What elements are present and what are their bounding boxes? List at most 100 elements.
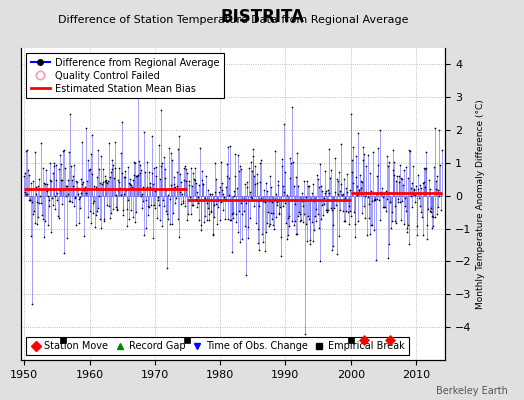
Point [129, 172, 138, 178]
Point [23, 146, 31, 153]
Point [432, 211, 441, 218]
Point [319, 194, 328, 201]
Point [28, 199, 37, 206]
Point [187, 165, 195, 172]
Point [226, 142, 234, 149]
Point [369, 196, 378, 203]
Point [351, 221, 359, 227]
Point [412, 232, 421, 238]
Point [150, 164, 158, 171]
Point [234, 152, 242, 158]
Point [55, 165, 63, 172]
Point [64, 149, 73, 155]
Point [340, 176, 348, 182]
Point [173, 146, 182, 153]
Point [382, 187, 390, 194]
Point [162, 265, 171, 272]
Point [224, 216, 233, 222]
Point [115, 178, 123, 185]
Point [361, 214, 369, 221]
Point [21, 170, 29, 176]
Point [303, 183, 312, 190]
Point [300, 178, 309, 184]
Point [23, 191, 31, 198]
Point [30, 208, 38, 214]
Point [100, 218, 108, 224]
Point [160, 174, 169, 181]
Point [99, 166, 107, 172]
Point [256, 179, 264, 185]
Point [421, 166, 430, 172]
Point [289, 183, 298, 190]
Point [383, 196, 391, 203]
Point [163, 192, 172, 198]
Point [206, 190, 214, 197]
Point [254, 240, 262, 246]
Point [336, 188, 344, 194]
Point [355, 187, 363, 193]
Point [32, 184, 40, 190]
Point [368, 222, 376, 228]
Point [217, 187, 226, 193]
Point [305, 241, 314, 247]
Point [429, 214, 438, 220]
Point [299, 202, 307, 209]
Point [26, 197, 34, 203]
Point [180, 176, 189, 183]
Point [403, 175, 412, 182]
Point [99, 179, 107, 185]
Point [230, 188, 238, 194]
Point [401, 164, 410, 170]
Point [287, 197, 295, 203]
Point [376, 188, 385, 195]
Point [132, 208, 140, 215]
Point [110, 175, 118, 182]
Point [358, 178, 366, 185]
Point [397, 216, 405, 223]
Point [241, 223, 249, 229]
Point [196, 221, 205, 228]
Point [50, 206, 59, 212]
Point [35, 176, 43, 182]
Point [380, 204, 388, 210]
Point [338, 192, 346, 198]
Point [156, 175, 164, 182]
Point [42, 167, 50, 174]
Point [79, 179, 87, 186]
Point [177, 201, 185, 207]
Point [386, 198, 394, 205]
Point [184, 178, 193, 184]
Point [109, 206, 117, 212]
Point [417, 209, 425, 216]
Point [189, 202, 197, 208]
Point [424, 205, 432, 212]
Point [171, 184, 180, 190]
Point [381, 208, 390, 214]
Point [257, 195, 265, 201]
Point [390, 218, 399, 224]
Point [309, 238, 318, 244]
Point [28, 301, 36, 307]
Point [401, 203, 409, 209]
Point [271, 196, 279, 202]
Point [177, 178, 185, 185]
Point [157, 107, 166, 114]
Point [93, 147, 102, 154]
Point [175, 234, 183, 240]
Point [263, 220, 271, 226]
Point [71, 195, 80, 202]
Point [40, 180, 48, 187]
Point [267, 210, 276, 216]
Point [361, 193, 369, 200]
Point [119, 212, 127, 218]
Point [259, 187, 268, 194]
Point [397, 175, 406, 181]
Point [336, 207, 345, 213]
Point [106, 169, 115, 176]
Point [81, 186, 89, 192]
Point [288, 104, 296, 110]
Point [38, 212, 47, 218]
Point [350, 144, 358, 150]
Point [292, 174, 300, 180]
Point [39, 216, 48, 222]
